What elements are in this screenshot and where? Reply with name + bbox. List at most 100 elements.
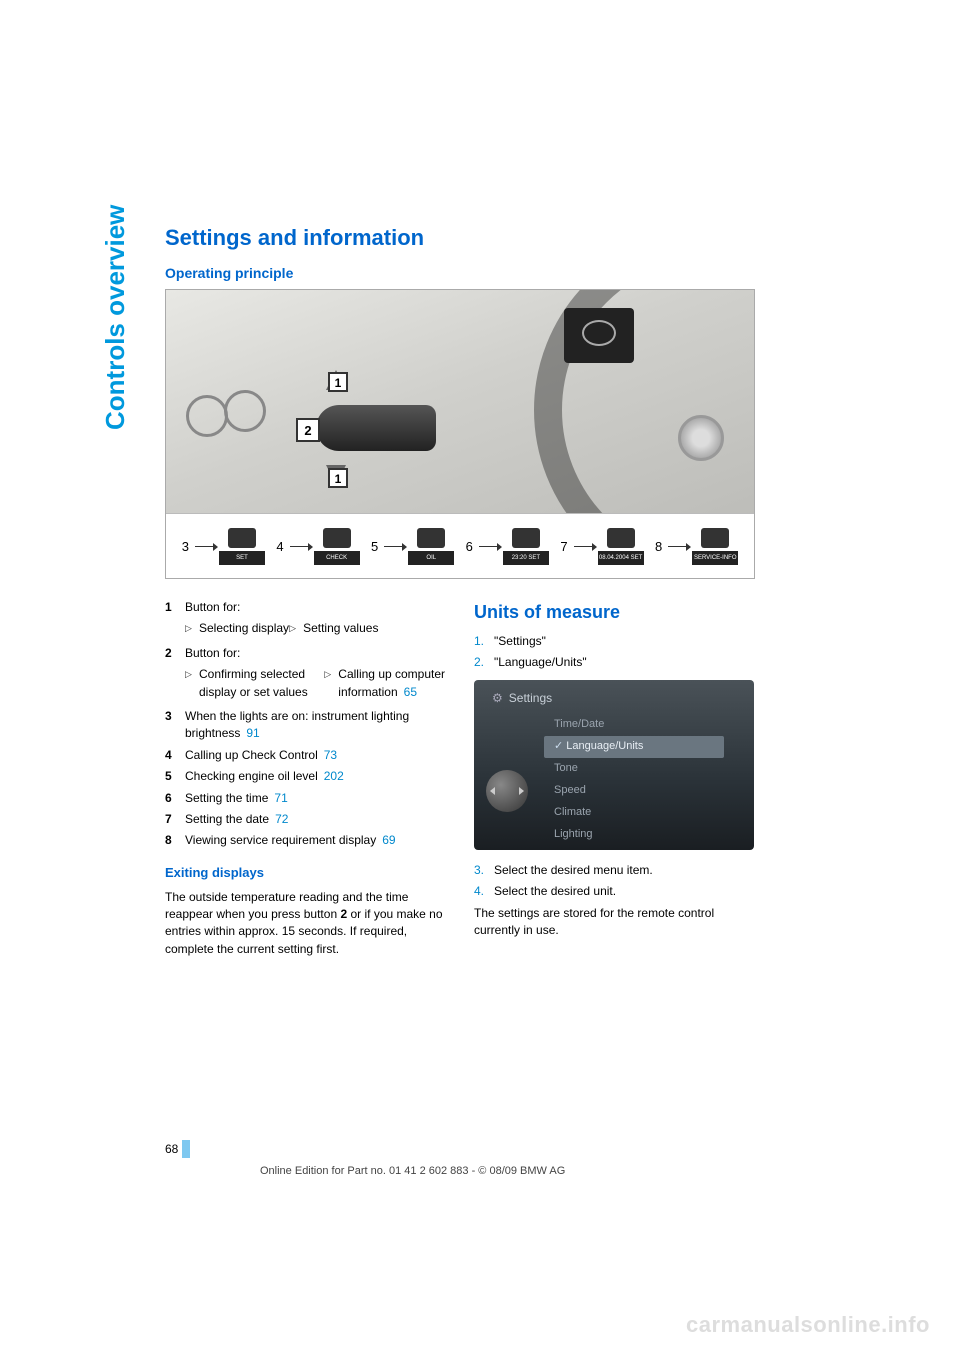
- item-number: 5: [165, 768, 185, 785]
- exiting-displays-body: The outside temperature reading and the …: [165, 889, 446, 959]
- dash-icon: [323, 528, 351, 548]
- callout-line: [479, 546, 497, 547]
- right-column: Units of measure 1. "Settings"2. "Langua…: [474, 599, 755, 958]
- page-ref[interactable]: 71: [274, 791, 287, 805]
- sidebar-section-label: Controls overview: [100, 205, 131, 430]
- item-number: 4: [165, 747, 185, 764]
- step-text: "Settings": [494, 633, 546, 650]
- idrive-knob-icon: [486, 770, 528, 812]
- item-text: Setting the date72: [185, 811, 288, 828]
- dash-icon: [417, 528, 445, 548]
- step-text: "Language/Units": [494, 654, 587, 671]
- watermark: carmanualsonline.info: [686, 1312, 930, 1338]
- step-item: 3. Select the desired menu item.: [474, 862, 755, 879]
- page-marker: [182, 1140, 190, 1158]
- settings-menu-item: Door locks: [544, 846, 724, 850]
- left-column: 1 Button for:▷ Selecting display▷ Settin…: [165, 599, 446, 958]
- dash-screen-graphic: [564, 308, 634, 363]
- item-text: Button for:: [185, 599, 240, 616]
- dash-icon: [701, 528, 729, 548]
- item-text: Button for:: [185, 645, 240, 662]
- list-item: 6 Setting the time71: [165, 790, 446, 807]
- item-number: 3: [165, 708, 185, 743]
- figure-operating-principle: 2 1 1 3 SET 4 CHECK CONTROL 5 OIL 6 23:2…: [165, 289, 755, 579]
- callout-line: [668, 546, 686, 547]
- step-text: Select the desired menu item.: [494, 862, 653, 879]
- settings-menu-header: Settings: [492, 690, 552, 707]
- settings-menu-item: Language/Units: [544, 736, 724, 758]
- step-item: 4. Select the desired unit.: [474, 883, 755, 900]
- exiting-displays-heading: Exiting displays: [165, 864, 446, 883]
- triangle-bullet-icon: ▷: [185, 666, 199, 701]
- sub-list-item: ▷ Selecting display: [185, 620, 289, 637]
- section-subtitle: Operating principle: [165, 265, 755, 281]
- list-item: 2 Button for:: [165, 645, 446, 662]
- icon-callout-number: 6: [466, 539, 473, 554]
- step-number: 2.: [474, 654, 494, 671]
- item-number: 7: [165, 811, 185, 828]
- icon-callout-number: 5: [371, 539, 378, 554]
- sub-item-text: Selecting display: [199, 620, 289, 637]
- step-number: 4.: [474, 883, 494, 900]
- stalk-callout-2: 2: [296, 418, 320, 442]
- list-item: 5 Checking engine oil level202: [165, 768, 446, 785]
- settings-menu-item: Tone: [544, 758, 724, 780]
- dash-icon: [607, 528, 635, 548]
- triangle-bullet-icon: ▷: [289, 620, 303, 637]
- page-ref[interactable]: 91: [246, 726, 259, 740]
- item-number: 1: [165, 599, 185, 616]
- sub-list-item: ▷ Calling up computer information65: [324, 666, 446, 701]
- dash-icon-label: SERVICE-INFO: [692, 551, 738, 565]
- item-text: Setting the time71: [185, 790, 288, 807]
- step-text: Select the desired unit.: [494, 883, 616, 900]
- units-closing-text: The settings are stored for the remote c…: [474, 905, 755, 940]
- page-number-box: 68: [165, 1140, 190, 1158]
- callout-line: [384, 546, 402, 547]
- callout-line: [290, 546, 308, 547]
- page-content: Settings and information Operating princ…: [165, 225, 755, 958]
- icon-cell: 5 OIL: [371, 528, 454, 565]
- icon-cell: 4 CHECK CONTROL: [276, 528, 359, 565]
- vents-graphic: [186, 390, 276, 450]
- wheel-logo-icon: [678, 415, 724, 461]
- stalk-graphic: [316, 405, 436, 451]
- page-number: 68: [165, 1142, 178, 1156]
- sub-item-text: Confirming selected display or set value…: [199, 666, 324, 701]
- arrow-down-callout: 1: [328, 468, 348, 488]
- callout-line: [195, 546, 213, 547]
- page-ref[interactable]: 72: [275, 812, 288, 826]
- sub-list-item: ▷ Confirming selected display or set val…: [185, 666, 324, 701]
- icon-cell: 7 08.04.2004 SET: [560, 528, 643, 565]
- step-item: 1. "Settings": [474, 633, 755, 650]
- page-ref[interactable]: 73: [324, 748, 337, 762]
- icon-cell: 8 SERVICE-INFO: [655, 528, 738, 565]
- dash-icon: [228, 528, 256, 548]
- sub-item-text: Calling up computer information65: [338, 666, 446, 701]
- page-ref[interactable]: 202: [324, 769, 344, 783]
- item-text: Checking engine oil level202: [185, 768, 344, 785]
- list-item: 7 Setting the date72: [165, 811, 446, 828]
- icon-cell: 3 SET: [182, 528, 265, 565]
- footer-text: Online Edition for Part no. 01 41 2 602 …: [260, 1165, 565, 1177]
- icon-callout-number: 8: [655, 539, 662, 554]
- figure-settings-menu: Settings Time/DateLanguage/UnitsToneSpee…: [474, 680, 754, 850]
- step-item: 2. "Language/Units": [474, 654, 755, 671]
- dash-icon-label: CHECK CONTROL: [314, 551, 360, 565]
- page-ref[interactable]: 65: [404, 685, 417, 699]
- page-ref[interactable]: 69: [382, 833, 395, 847]
- section-title: Settings and information: [165, 225, 755, 251]
- triangle-bullet-icon: ▷: [185, 620, 199, 637]
- icon-callout-number: 3: [182, 539, 189, 554]
- icon-cell: 6 23:20 SET: [466, 528, 549, 565]
- item-number: 2: [165, 645, 185, 662]
- settings-menu-item: Lighting: [544, 824, 724, 846]
- dash-icon-label: OIL: [408, 551, 454, 565]
- figure-icon-strip: 3 SET 4 CHECK CONTROL 5 OIL 6 23:20 SET …: [166, 513, 754, 578]
- item-number: 8: [165, 832, 185, 849]
- item-text: Viewing service requirement display69: [185, 832, 396, 849]
- sub-list-item: ▷ Setting values: [289, 620, 378, 637]
- settings-menu-item: Time/Date: [544, 714, 724, 736]
- dash-icon-label: 23:20 SET: [503, 551, 549, 565]
- list-item: 8 Viewing service requirement display69: [165, 832, 446, 849]
- item-text: Calling up Check Control73: [185, 747, 337, 764]
